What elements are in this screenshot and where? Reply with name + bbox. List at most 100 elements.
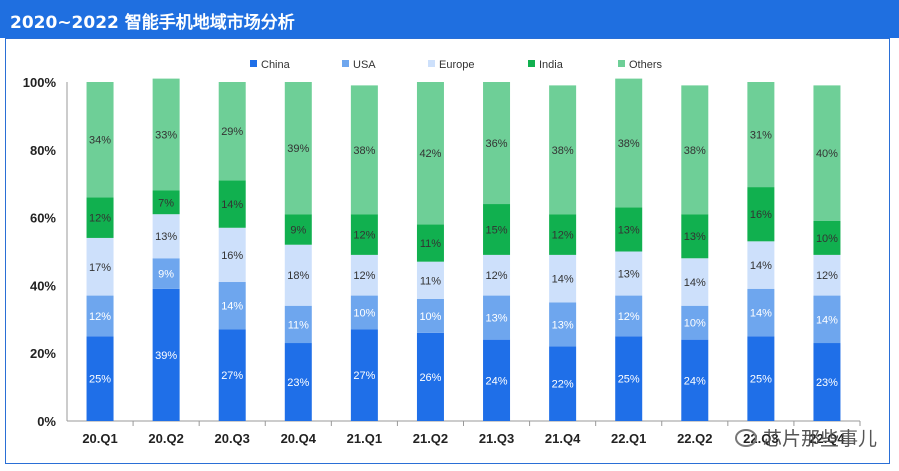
- data-label: 40%: [816, 148, 838, 160]
- y-tick-label: 80%: [30, 143, 56, 158]
- legend-swatch-china: [250, 60, 257, 67]
- data-label: 29%: [221, 126, 243, 138]
- x-tick-label: 20.Q1: [82, 431, 117, 446]
- bar-segment-europe: [681, 258, 709, 306]
- legend-swatch-others: [618, 60, 625, 67]
- bar-segment-india: [747, 187, 775, 242]
- bar-segment-others: [747, 82, 775, 188]
- bar-segment-india: [152, 190, 180, 215]
- data-label: 13%: [155, 231, 177, 243]
- data-label: 39%: [287, 143, 309, 155]
- data-label: 34%: [89, 135, 111, 147]
- bar-segment-europe: [483, 254, 511, 296]
- data-label: 22%: [552, 379, 574, 391]
- bar-segment-india: [549, 214, 577, 255]
- data-label: 9%: [290, 224, 306, 236]
- data-label: 23%: [816, 377, 838, 389]
- data-label: 12%: [89, 213, 111, 225]
- legend-label-china: China: [261, 59, 291, 71]
- data-label: 14%: [221, 199, 243, 211]
- data-label: 42%: [419, 148, 441, 160]
- bar-segment-others: [152, 78, 180, 191]
- bar-segment-others: [350, 85, 378, 215]
- data-label: 16%: [221, 250, 243, 262]
- data-label: 9%: [158, 269, 174, 281]
- data-label: 27%: [353, 370, 375, 382]
- bar-segment-others: [218, 82, 246, 181]
- bar-segment-europe: [284, 244, 312, 306]
- bar-segment-china: [813, 343, 841, 421]
- data-label: 13%: [486, 313, 508, 325]
- bar-segment-india: [615, 207, 643, 252]
- bar-segment-others: [549, 85, 577, 215]
- data-label: 36%: [486, 138, 508, 150]
- x-tick-label: 21.Q1: [347, 431, 382, 446]
- data-label: 25%: [89, 374, 111, 386]
- bar-segment-china: [350, 329, 378, 421]
- data-label: 17%: [89, 262, 111, 274]
- bar-segment-india: [483, 204, 511, 255]
- data-label: 12%: [486, 270, 508, 282]
- data-label: 38%: [618, 138, 640, 150]
- bar-segment-usa: [483, 295, 511, 340]
- data-label: 25%: [750, 374, 772, 386]
- data-label: 12%: [618, 311, 640, 323]
- legend-label-europe: Europe: [439, 59, 474, 71]
- y-tick-label: 100%: [23, 75, 57, 90]
- bar-segment-others: [681, 85, 709, 215]
- data-label: 25%: [618, 374, 640, 386]
- x-tick-label: 20.Q2: [148, 431, 183, 446]
- bar-segment-others: [284, 82, 312, 215]
- watermark: 芯片那些事儿: [734, 424, 877, 451]
- bar-segment-europe: [218, 227, 246, 283]
- data-label: 38%: [684, 145, 706, 157]
- data-label: 7%: [158, 197, 174, 209]
- bar-segment-others: [615, 78, 643, 208]
- bar-segment-usa: [549, 302, 577, 347]
- bar-segment-china: [416, 332, 444, 421]
- data-label: 14%: [552, 274, 574, 286]
- data-label: 38%: [552, 145, 574, 157]
- bar-segment-india: [813, 220, 841, 255]
- bar-segment-india: [86, 197, 114, 238]
- bar-segment-europe: [152, 214, 180, 259]
- data-label: 10%: [419, 311, 441, 323]
- bar-segment-china: [549, 346, 577, 421]
- data-label: 10%: [353, 308, 375, 320]
- watermark-text: 芯片那些事儿: [762, 428, 877, 450]
- y-tick-label: 20%: [30, 346, 56, 361]
- data-label: 14%: [750, 260, 772, 272]
- data-label: 12%: [816, 270, 838, 282]
- x-tick-label: 21.Q4: [545, 431, 581, 446]
- data-label: 18%: [287, 270, 309, 282]
- bar-segment-india: [681, 214, 709, 259]
- x-tick-label: 22.Q4: [809, 431, 845, 446]
- bar-segment-usa: [813, 295, 841, 344]
- bar-segment-usa: [350, 295, 378, 330]
- data-label: 27%: [221, 370, 243, 382]
- bar-segment-china: [747, 336, 775, 421]
- data-label: 12%: [353, 270, 375, 282]
- y-tick-label: 40%: [30, 278, 56, 293]
- bar-segment-usa: [416, 298, 444, 333]
- data-label: 14%: [750, 308, 772, 320]
- bar-segment-europe: [549, 254, 577, 303]
- data-label: 12%: [89, 311, 111, 323]
- data-label: 14%: [816, 314, 838, 326]
- bar-segment-europe: [416, 261, 444, 299]
- bar-segment-usa: [615, 295, 643, 337]
- bar-segment-india: [284, 214, 312, 245]
- bar-segment-europe: [747, 241, 775, 289]
- data-label: 10%: [684, 318, 706, 330]
- bar-segment-others: [483, 82, 511, 205]
- bar-segment-china: [86, 336, 114, 421]
- chart-title: 2020~2022 智能手机地域市场分析: [10, 13, 295, 33]
- wechat-logo-icon: [734, 428, 757, 447]
- bar-segment-china: [284, 343, 312, 421]
- bar-segment-usa: [284, 305, 312, 344]
- bar-segment-china: [615, 336, 643, 421]
- data-label: 11%: [420, 238, 441, 250]
- legend-swatch-india: [528, 60, 535, 67]
- data-label: 14%: [684, 277, 706, 289]
